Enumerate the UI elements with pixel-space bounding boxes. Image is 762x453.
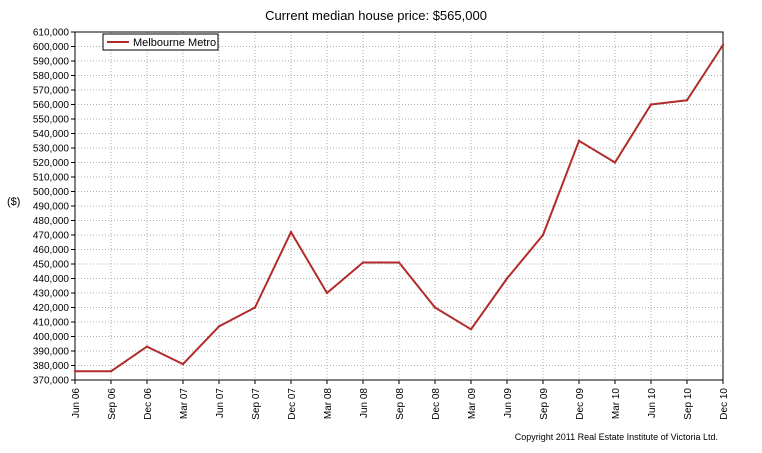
data-point — [469, 328, 473, 331]
y-tick-label: 590,000 — [33, 57, 70, 68]
x-tick-label: Dec 07 — [287, 388, 298, 420]
y-tick-label: 370,000 — [33, 376, 70, 387]
y-tick-label: 400,000 — [33, 332, 70, 343]
data-point — [685, 98, 689, 102]
copyright-text: Copyright 2011 Real Estate Institute of … — [515, 432, 718, 442]
y-tick-label: 460,000 — [33, 245, 70, 256]
data-point — [433, 306, 437, 309]
y-tick-label: 390,000 — [33, 347, 70, 358]
y-tick-label: 550,000 — [33, 115, 70, 126]
y-tick-label: 610,000 — [33, 28, 70, 39]
x-tick-label: Dec 10 — [719, 388, 730, 420]
legend-label: Melbourne Metro — [133, 37, 216, 49]
y-tick-label: 430,000 — [33, 289, 70, 300]
y-axis-ticks: 370,000 380,000 390,000 400,000 410,000 420,0… — [33, 28, 75, 387]
y-tick-label: 470,000 — [33, 231, 70, 242]
y-tick-label: 600,000 — [33, 42, 70, 53]
y-axis-label: ($) — [7, 196, 20, 208]
y-tick-label: 510,000 — [33, 173, 70, 184]
x-tick-label: Sep 07 — [251, 388, 262, 420]
y-tick-label: 440,000 — [33, 274, 70, 285]
data-point — [361, 261, 365, 264]
data-point — [613, 161, 617, 164]
y-tick-label: 480,000 — [33, 216, 70, 227]
series-layer — [73, 43, 725, 373]
x-tick-label: Dec 09 — [575, 388, 586, 420]
x-tick-label: Jun 07 — [215, 388, 226, 418]
y-tick-label: 410,000 — [33, 318, 70, 329]
y-tick-label: 520,000 — [33, 158, 70, 169]
data-point — [577, 139, 581, 142]
chart-title: Current median house price: $565,000 — [265, 8, 487, 23]
data-point — [505, 277, 509, 280]
y-tick-label: 500,000 — [33, 187, 70, 198]
x-tick-label: Mar 09 — [467, 388, 478, 420]
x-tick-label: Jun 06 — [71, 388, 82, 418]
x-tick-label: Sep 08 — [395, 388, 406, 420]
data-point — [325, 291, 329, 295]
y-tick-label: 580,000 — [33, 71, 70, 82]
data-point — [181, 362, 185, 366]
x-tick-label: Sep 06 — [107, 388, 118, 420]
x-tick-label: Dec 06 — [143, 388, 154, 420]
x-tick-label: Dec 08 — [431, 388, 442, 420]
legend-box — [102, 33, 219, 51]
x-tick-label: Sep 10 — [683, 388, 694, 420]
x-tick-label: Jun 09 — [503, 388, 514, 418]
y-tick-label: 380,000 — [33, 361, 70, 372]
legend: Melbourne Metro — [102, 33, 219, 51]
data-point — [649, 103, 653, 106]
data-point — [721, 43, 725, 47]
data-point — [541, 233, 545, 237]
x-tick-label: Mar 10 — [611, 388, 622, 420]
y-tick-label: 420,000 — [33, 303, 70, 314]
x-tick-label: Sep 09 — [539, 388, 550, 420]
x-tick-label: Jun 08 — [359, 388, 370, 418]
data-point — [73, 370, 77, 373]
y-tick-label: 540,000 — [33, 129, 70, 140]
y-tick-label: 490,000 — [33, 202, 70, 213]
y-tick-label: 450,000 — [33, 260, 70, 271]
x-tick-label: Mar 08 — [323, 388, 334, 420]
y-tick-label: 570,000 — [33, 86, 70, 97]
data-point — [145, 345, 149, 348]
data-point — [397, 261, 401, 264]
x-axis-ticks: Jun 06 Sep 06 Dec 06 Mar 07 Jun 07 Sep 07 Dec … — [71, 380, 730, 420]
data-point — [253, 306, 257, 309]
data-point — [217, 325, 221, 328]
y-tick-label: 560,000 — [33, 100, 70, 111]
y-tick-label: 530,000 — [33, 144, 70, 155]
plot-frame — [74, 31, 724, 381]
data-point — [289, 230, 293, 234]
grid — [74, 31, 724, 381]
data-point — [109, 370, 113, 373]
x-tick-label: Mar 07 — [179, 388, 190, 420]
x-tick-label: Jun 10 — [647, 388, 658, 418]
